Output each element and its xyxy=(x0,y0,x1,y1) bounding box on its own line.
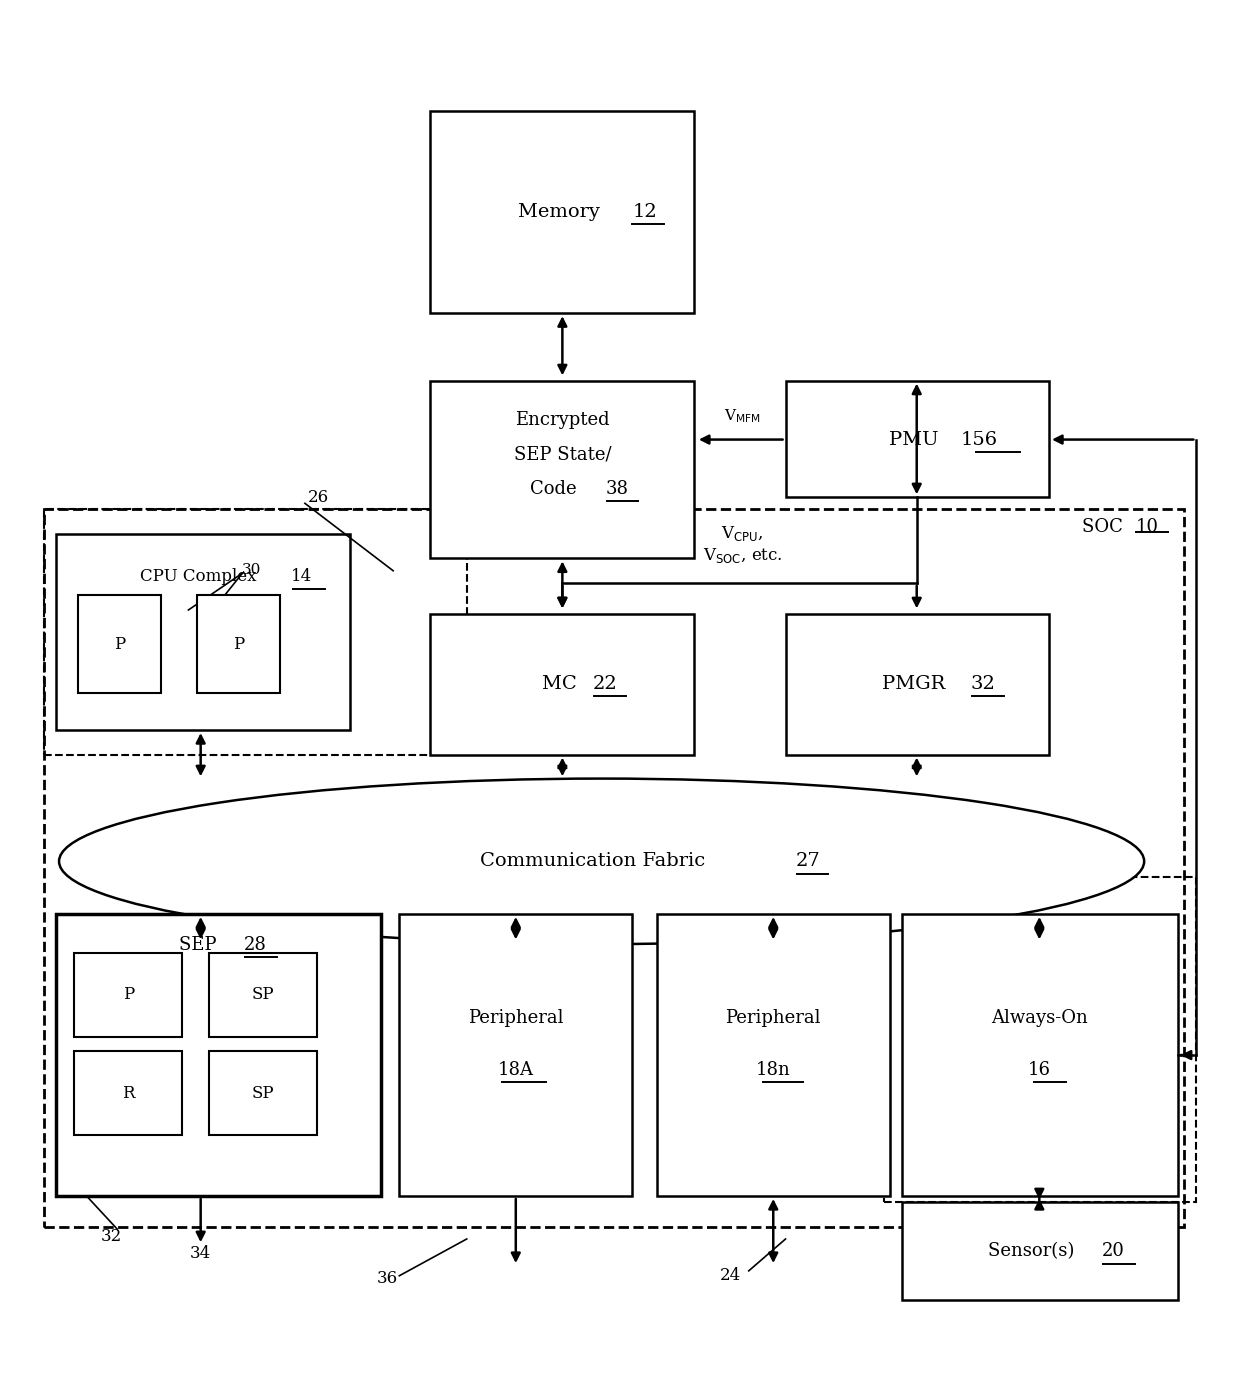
Text: Memory: Memory xyxy=(518,203,606,221)
Bar xyxy=(399,914,632,1196)
Text: P: P xyxy=(233,635,244,653)
Text: 156: 156 xyxy=(961,431,998,449)
Text: Peripheral: Peripheral xyxy=(467,1009,563,1027)
Text: 16: 16 xyxy=(1028,1060,1050,1079)
Bar xyxy=(56,534,350,730)
Text: Code: Code xyxy=(529,480,583,498)
Text: V$_{\mathrm{SOC}}$, etc.: V$_{\mathrm{SOC}}$, etc. xyxy=(703,546,782,565)
Text: 32: 32 xyxy=(100,1228,122,1245)
Bar xyxy=(78,596,161,694)
Bar xyxy=(197,596,280,694)
Bar xyxy=(43,509,1184,1227)
Text: PMU: PMU xyxy=(889,431,945,449)
Text: R: R xyxy=(122,1084,135,1101)
Text: MC: MC xyxy=(542,674,583,693)
Text: 30: 30 xyxy=(242,562,262,576)
Text: 18A: 18A xyxy=(497,1060,533,1079)
Bar xyxy=(901,914,1178,1196)
Ellipse shape xyxy=(60,779,1145,944)
Text: SEP State/: SEP State/ xyxy=(513,445,611,463)
Text: 38: 38 xyxy=(605,480,629,498)
Bar xyxy=(430,614,693,754)
Bar xyxy=(43,509,466,754)
Text: 36: 36 xyxy=(377,1270,398,1287)
Bar xyxy=(657,914,890,1196)
Text: Peripheral: Peripheral xyxy=(725,1009,821,1027)
Text: Communication Fabric: Communication Fabric xyxy=(480,852,712,870)
Bar xyxy=(430,111,693,313)
Bar xyxy=(430,381,693,558)
Text: 20: 20 xyxy=(1102,1242,1125,1260)
Bar xyxy=(74,1052,182,1135)
Bar xyxy=(74,953,182,1037)
Text: 22: 22 xyxy=(593,674,618,693)
Text: Always-On: Always-On xyxy=(991,1009,1087,1027)
Text: 10: 10 xyxy=(1136,518,1159,536)
Text: 18n: 18n xyxy=(756,1060,791,1079)
Text: 14: 14 xyxy=(291,568,312,585)
Text: 27: 27 xyxy=(795,852,820,870)
Text: 26: 26 xyxy=(308,488,329,505)
Text: CPU Complex: CPU Complex xyxy=(140,568,262,585)
Text: Sensor(s): Sensor(s) xyxy=(988,1242,1080,1260)
Text: P: P xyxy=(123,986,134,1003)
Text: 28: 28 xyxy=(243,936,267,954)
Text: SP: SP xyxy=(252,986,274,1003)
Text: Encrypted: Encrypted xyxy=(515,411,610,429)
Text: V$_{\mathrm{CPU}}$,: V$_{\mathrm{CPU}}$, xyxy=(722,523,764,543)
Text: SP: SP xyxy=(252,1084,274,1101)
Text: 12: 12 xyxy=(632,203,657,221)
Bar xyxy=(210,953,317,1037)
Bar xyxy=(884,877,1197,1202)
Bar xyxy=(785,614,1049,754)
Text: 32: 32 xyxy=(971,674,996,693)
Text: 24: 24 xyxy=(719,1267,742,1284)
Text: 34: 34 xyxy=(190,1245,211,1262)
Text: SOC: SOC xyxy=(1083,518,1128,536)
Bar xyxy=(785,381,1049,497)
Bar xyxy=(210,1052,317,1135)
Text: P: P xyxy=(114,635,125,653)
Text: SEP: SEP xyxy=(179,936,222,954)
Bar xyxy=(56,914,381,1196)
Bar xyxy=(901,1202,1178,1300)
Text: PMGR: PMGR xyxy=(882,674,951,693)
Text: V$_{\mathrm{MFM}}$: V$_{\mathrm{MFM}}$ xyxy=(724,407,761,425)
